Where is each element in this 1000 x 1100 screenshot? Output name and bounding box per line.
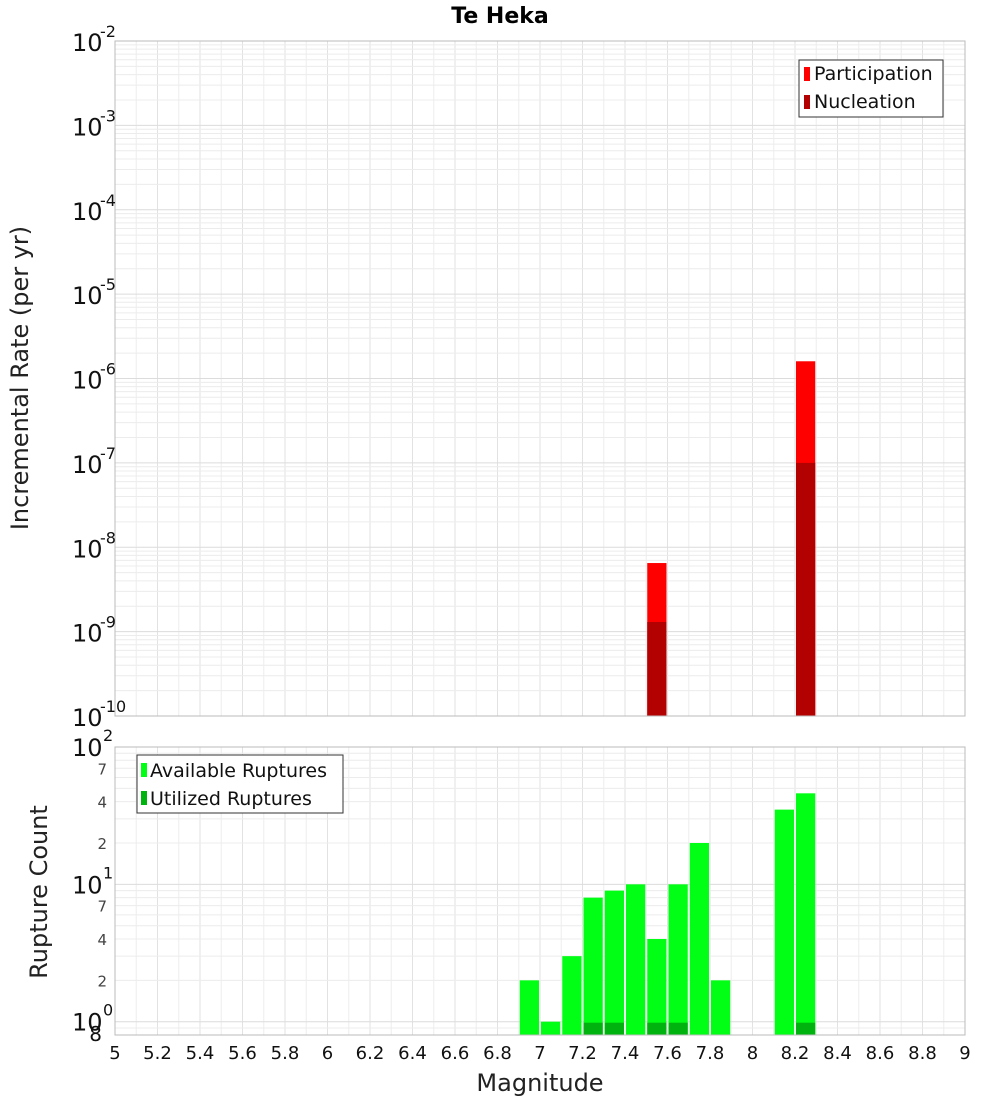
legend-swatch-utilized-ruptures xyxy=(141,791,147,805)
legend-swatch-nucleation xyxy=(804,95,810,109)
rate-plot-border xyxy=(114,40,966,717)
legend-label-available-ruptures: Available Ruptures xyxy=(150,760,327,782)
bar-available-ruptures xyxy=(562,956,582,1035)
rate-y-tick-exponent: -3 xyxy=(100,106,116,125)
bar-available-ruptures xyxy=(689,843,709,1035)
x-tick-label: 5.6 xyxy=(228,1043,257,1064)
count-y-tick-exponent: 2 xyxy=(103,726,113,745)
x-tick-label: 6.4 xyxy=(398,1043,427,1064)
x-tick-label: 5 xyxy=(109,1043,120,1064)
bar-available-ruptures xyxy=(583,897,603,1035)
count-y-minor-tick-label: 2 xyxy=(97,972,107,990)
x-axis-label: Magnitude xyxy=(476,1069,603,1097)
count-y-minor-tick-label: 2 xyxy=(97,835,107,853)
x-tick-label: 7 xyxy=(534,1043,545,1064)
x-tick-label: 8.6 xyxy=(866,1043,895,1064)
count-y-minor-tick-label: 4 xyxy=(97,931,107,949)
rate-y-tick-exponent: -8 xyxy=(100,528,116,547)
legend-swatch-available-ruptures xyxy=(141,763,147,777)
count-y-tick-label: 10 xyxy=(72,734,103,762)
x-tick-label: 6 xyxy=(322,1043,333,1064)
rate-y-tick-exponent: -5 xyxy=(100,275,116,294)
rate-y-tick-exponent: -9 xyxy=(100,613,116,632)
x-tick-label: 5.2 xyxy=(143,1043,172,1064)
chart-title: Te Heka xyxy=(451,4,548,29)
bar-available-ruptures xyxy=(668,884,688,1035)
rate-y-tick-exponent: -2 xyxy=(100,22,116,41)
bar-utilized-ruptures xyxy=(668,1022,688,1035)
legend-label-utilized-ruptures: Utilized Ruptures xyxy=(150,788,312,810)
rate-y-tick-label: 10 xyxy=(72,451,103,479)
rate-y-tick-label: 10 xyxy=(72,367,103,395)
bar-nucleation xyxy=(647,622,667,716)
rate-legend-box xyxy=(798,59,944,118)
x-tick-label: 7.4 xyxy=(611,1043,640,1064)
x-tick-label: 6.8 xyxy=(483,1043,512,1064)
count-y-minor-tick-label: 8 xyxy=(89,1022,102,1046)
x-tick-label: 7.8 xyxy=(696,1043,725,1064)
x-tick-label: 9 xyxy=(959,1043,970,1064)
bar-available-ruptures xyxy=(774,809,794,1035)
count-y-minor-tick-label: 4 xyxy=(97,794,107,812)
bar-available-ruptures xyxy=(604,890,624,1035)
rate-y-tick-exponent: -10 xyxy=(100,697,126,716)
count-legend: Available Ruptures Utilized Ruptures xyxy=(136,754,344,814)
rate-y-tick-label: 10 xyxy=(72,704,103,732)
x-tick-label: 5.8 xyxy=(271,1043,300,1064)
count-plot-border xyxy=(114,746,966,1036)
count-y-tick-exponent: 0 xyxy=(103,1001,113,1020)
rate-y-tick-label: 10 xyxy=(72,620,103,648)
rate-legend: Participation Nucleation xyxy=(798,59,944,118)
x-tick-label: 8 xyxy=(747,1043,758,1064)
rate-y-tick-label: 10 xyxy=(72,113,103,141)
bar-available-ruptures xyxy=(796,793,816,1035)
legend-label-nucleation: Nucleation xyxy=(814,91,916,113)
x-tick-label: 5.4 xyxy=(186,1043,215,1064)
rate-y-tick-label: 10 xyxy=(72,282,103,310)
x-tick-label: 8.8 xyxy=(908,1043,937,1064)
bar-available-ruptures xyxy=(541,1021,561,1035)
count-y-axis-label: Rupture Count xyxy=(25,805,53,979)
x-tick-label: 8.4 xyxy=(823,1043,852,1064)
bar-utilized-ruptures xyxy=(647,1022,667,1035)
bar-utilized-ruptures xyxy=(583,1022,603,1035)
legend-label-participation: Participation xyxy=(814,63,933,85)
rate-y-tick-exponent: -6 xyxy=(100,360,116,379)
count-legend-box xyxy=(136,754,344,814)
count-y-tick-label: 10 xyxy=(72,871,103,899)
bar-utilized-ruptures xyxy=(796,1022,816,1035)
rate-y-tick-exponent: -7 xyxy=(100,444,116,463)
rate-y-tick-label: 10 xyxy=(72,198,103,226)
count-y-tick-label: 10 xyxy=(72,1009,103,1037)
x-tick-label: 6.6 xyxy=(441,1043,470,1064)
rate-y-tick-label: 10 xyxy=(72,535,103,563)
x-tick-label: 7.2 xyxy=(568,1043,597,1064)
count-y-minor-tick-label: 7 xyxy=(97,760,107,778)
rate-y-tick-label: 10 xyxy=(72,29,103,57)
count-y-minor-tick-label: 7 xyxy=(97,898,107,916)
rate-y-tick-exponent: -4 xyxy=(100,191,116,210)
bar-utilized-ruptures xyxy=(604,1022,624,1035)
legend-swatch-participation xyxy=(804,67,810,81)
rate-y-axis-label: Incremental Rate (per yr) xyxy=(6,226,34,530)
x-tick-label: 6.2 xyxy=(356,1043,385,1064)
bar-available-ruptures xyxy=(711,980,731,1035)
bar-available-ruptures xyxy=(626,884,646,1035)
x-tick-label: 8.2 xyxy=(781,1043,810,1064)
bar-available-ruptures xyxy=(519,980,539,1035)
bar-nucleation xyxy=(796,462,816,716)
x-tick-label: 7.6 xyxy=(653,1043,682,1064)
bar-available-ruptures xyxy=(647,939,667,1035)
count-y-tick-exponent: 1 xyxy=(103,863,113,882)
